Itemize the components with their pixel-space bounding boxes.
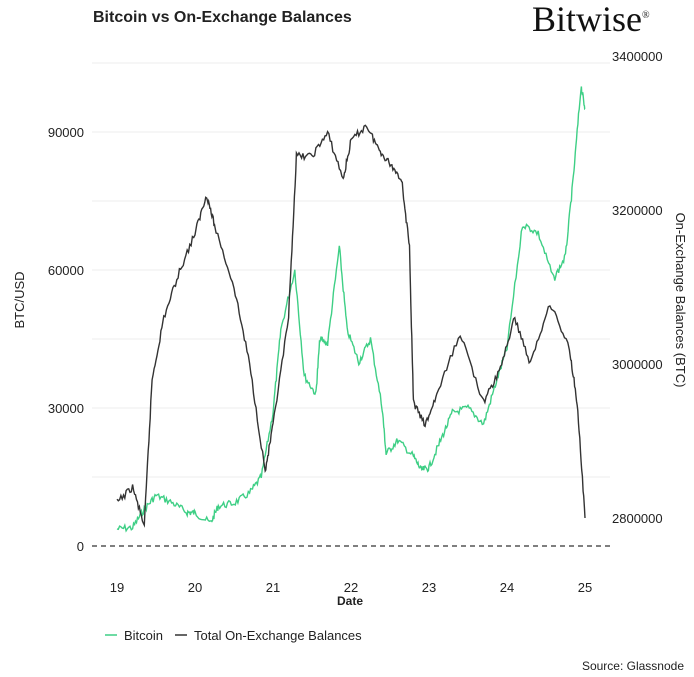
x-tick-label: 25 <box>578 580 592 595</box>
x-tick-label: 20 <box>188 580 202 595</box>
chart-title: Bitcoin vs On-Exchange Balances <box>93 9 352 26</box>
legend-label: Total On-Exchange Balances <box>194 628 362 643</box>
x-tick-label: 22 <box>344 580 358 595</box>
x-tick-label: 19 <box>110 580 124 595</box>
bitwise-logo: Bitwise® <box>532 0 650 39</box>
x-axis-label: Date <box>337 594 363 608</box>
y2-tick-label: 3400000 <box>612 49 663 64</box>
legend-label: Bitcoin <box>124 628 163 643</box>
x-tick-label: 21 <box>266 580 280 595</box>
x-tick-label: 23 <box>422 580 436 595</box>
series-line-bitcoin <box>116 86 586 533</box>
source-note: Source: Glassnode <box>581 659 684 673</box>
y-tick-label: 0 <box>77 539 84 554</box>
y-tick-label: 60000 <box>48 263 84 278</box>
y-axis-label: BTC/USD <box>12 271 27 328</box>
y-tick-label: 30000 <box>48 401 84 416</box>
y2-tick-label: 2800000 <box>612 511 663 526</box>
y-tick-label: 90000 <box>48 125 84 140</box>
series-line-balances <box>116 124 586 528</box>
y2-tick-label: 3000000 <box>612 357 663 372</box>
x-tick-label: 24 <box>500 580 514 595</box>
y2-tick-label: 3200000 <box>612 203 663 218</box>
y2-axis-label: On-Exchange Balances (BTC) <box>673 213 688 388</box>
